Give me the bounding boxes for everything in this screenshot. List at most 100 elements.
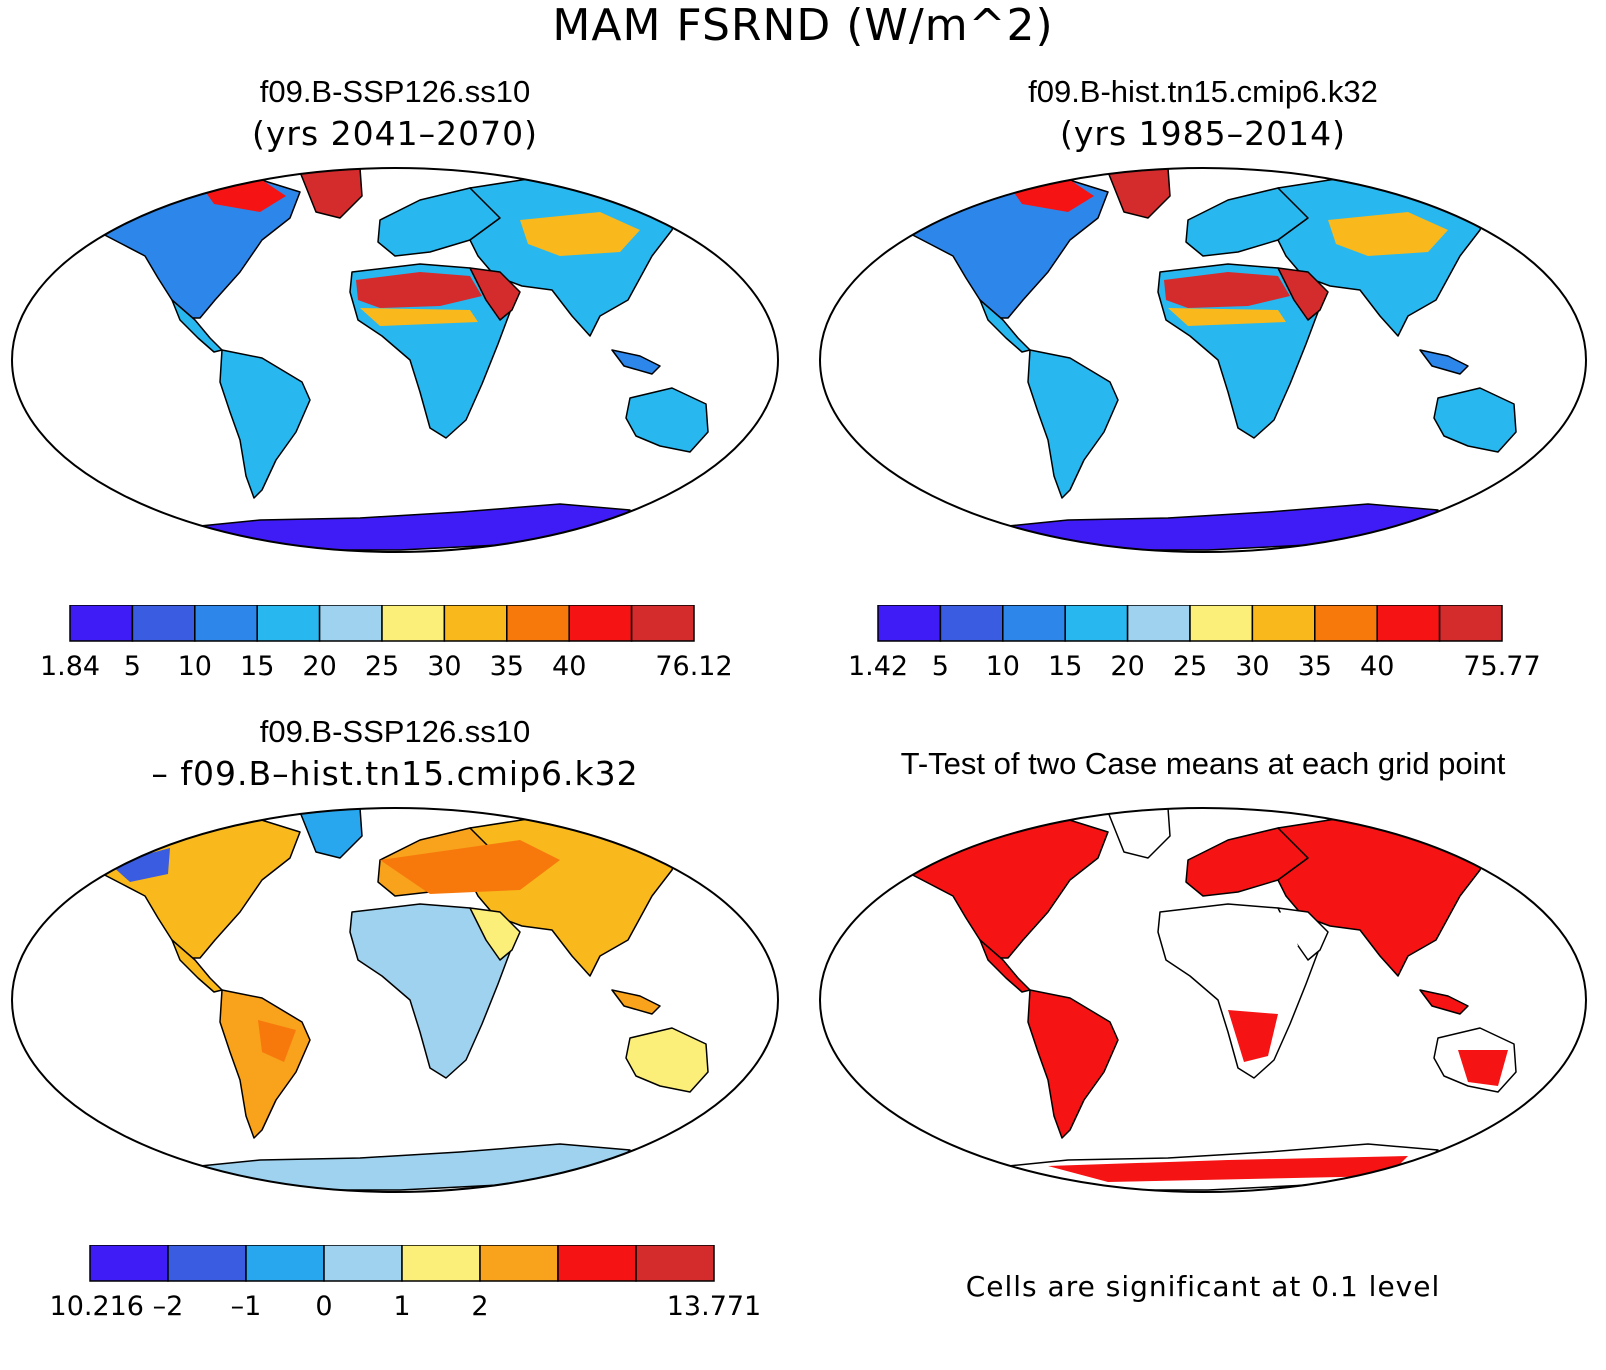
sahara-region <box>1164 272 1290 308</box>
colorbar-tick-label: 25 <box>1173 651 1207 680</box>
colorbar-tick-label: 10 <box>986 651 1020 680</box>
colorbar-swatch <box>568 605 633 642</box>
landmass-southAmerica <box>219 349 311 499</box>
map-hist <box>819 167 1587 553</box>
landmass-seAsia <box>611 989 661 1015</box>
landmass-seAsia <box>611 349 661 375</box>
landmass-australia <box>625 387 709 453</box>
panel-title: f09.B-SSP126.ss10 <box>259 74 531 109</box>
colorbar-swatch <box>1189 605 1254 642</box>
colorbar-tick-label: 20 <box>1110 651 1144 680</box>
colorbar-swatch <box>256 605 321 642</box>
landmass-centralAmerica <box>171 299 223 353</box>
colorbar-swatch <box>1314 605 1378 642</box>
colorbar-tick-label: 30 <box>1235 651 1269 680</box>
colorbar-swatch <box>245 1245 325 1282</box>
sahara-region <box>360 914 470 952</box>
colorbar-swatch <box>318 605 383 642</box>
sahel-region <box>1168 308 1286 326</box>
alaska-region <box>110 848 170 882</box>
colorbar-hist: 1.42 5 10 15 20 25 30 35 40 75.77 <box>848 605 1541 680</box>
sahara-region <box>1168 912 1298 950</box>
landmass-seAsia <box>1419 349 1469 375</box>
colorbar-swatch <box>939 605 1004 642</box>
central-asia-region <box>520 212 640 256</box>
sahara-region <box>356 272 482 308</box>
amazon-region <box>258 1020 296 1062</box>
colorbar-tick-label: 5 <box>932 651 949 680</box>
panel-subtitle: – f09.B–hist.tn15.cmip6.k32 <box>151 754 639 793</box>
colorbar-tick-label: 35 <box>1298 651 1332 680</box>
colorbar-tick-label: 25 <box>365 651 399 680</box>
panel-title: f09.B-hist.tn15.cmip6.k32 <box>1028 74 1378 109</box>
colorbar-tick-label: –10.216 <box>50 1291 144 1320</box>
colorbar-swatch <box>89 1245 169 1282</box>
colorbar-swatch <box>506 605 570 642</box>
colorbar-tick-label: 40 <box>1360 651 1394 680</box>
colorbar-tick-label: 13.771 <box>667 1291 761 1320</box>
colorbar-tick-label: 76.12 <box>655 651 732 680</box>
colorbar-swatch <box>381 605 446 642</box>
australia-region <box>1458 1050 1508 1086</box>
significance-footnote: Cells are significant at 0.1 level <box>965 1270 1441 1303</box>
colorbar-swatch <box>167 1245 247 1282</box>
map-difference <box>11 807 779 1193</box>
colorbar-swatch <box>323 1245 403 1282</box>
colorbar-tick-label: –2 <box>153 1291 184 1320</box>
colorbar-swatch <box>194 605 258 642</box>
colorbar-swatch <box>443 605 508 642</box>
colorbar-swatch <box>630 605 695 642</box>
colorbar-tick-label: 15 <box>240 651 274 680</box>
landmass-australia <box>625 1027 709 1093</box>
colorbar-swatch <box>479 1245 559 1282</box>
landmass-australia <box>1433 387 1517 453</box>
colorbar-ssp126: 1.84 5 10 15 20 25 30 35 40 76.12 <box>40 605 733 680</box>
colorbar-tick-label: 1 <box>393 1291 410 1320</box>
map-frame <box>11 167 779 553</box>
landmass-centralAmerica <box>171 939 223 993</box>
sahel-region <box>360 308 478 326</box>
colorbar-swatch <box>877 605 942 642</box>
landmass-southAmerica <box>1027 989 1119 1139</box>
landmass-centralAmerica <box>979 299 1031 353</box>
colorbar-swatch <box>1438 605 1503 642</box>
panel-subtitle: (yrs 2041–2070) <box>252 114 538 153</box>
landmass-arabia <box>469 907 521 961</box>
colorbar-swatch <box>1064 605 1129 642</box>
colorbar-swatch <box>1251 605 1316 642</box>
southern-africa-region <box>1228 1010 1278 1062</box>
panel-ssp126: f09.B-SSP126.ss10 (yrs 2041–2070) 1.84 5 1… <box>0 70 790 730</box>
colorbar-tick-label: 35 <box>490 651 524 680</box>
colorbar-tick-label: 10 <box>178 651 212 680</box>
colorbar-tick-label: 30 <box>427 651 461 680</box>
panel-subtitle: (yrs 1985–2014) <box>1060 114 1346 153</box>
landmass-arabia <box>469 267 521 321</box>
colorbar-tick-label: 1.84 <box>40 651 100 680</box>
colorbar-swatch <box>1002 605 1066 642</box>
panel-hist: f09.B-hist.tn15.cmip6.k32 (yrs 1985–2014… <box>808 70 1598 730</box>
colorbar-tick-label: 75.77 <box>1463 651 1540 680</box>
colorbar-swatch <box>1376 605 1441 642</box>
central-asia-region <box>1328 212 1448 256</box>
map-ttest <box>819 807 1587 1193</box>
colorbar-swatch <box>69 605 134 642</box>
colorbar-tick-label: –1 <box>231 1291 262 1320</box>
colorbar-difference: –10.216 –2 –1 0 1 2 13.771 <box>50 1245 761 1320</box>
landmass-arabia <box>1277 267 1329 321</box>
landmass-southAmerica <box>1027 349 1119 499</box>
colorbar-swatch <box>401 1245 481 1282</box>
antarctica-region <box>1048 1156 1408 1182</box>
colorbar-tick-label: 0 <box>315 1291 332 1320</box>
colorbar-tick-label: 1.42 <box>848 651 908 680</box>
panel-title: f09.B-SSP126.ss10 <box>259 714 531 749</box>
colorbar-tick-label: 5 <box>124 651 141 680</box>
panel-difference: f09.B-SSP126.ss10 – f09.B–hist.tn15.cmip… <box>0 710 790 1370</box>
colorbar-swatch <box>635 1245 715 1282</box>
panel-title: T-Test of two Case means at each grid po… <box>900 746 1506 781</box>
figure-title: MAM FSRND (W/m^2) <box>552 0 1054 51</box>
map-frame <box>819 167 1587 553</box>
colorbar-swatch <box>1126 605 1191 642</box>
colorbar-swatch <box>557 1245 637 1282</box>
landmass-seAsia <box>1419 989 1469 1015</box>
map-ssp126 <box>11 167 779 553</box>
